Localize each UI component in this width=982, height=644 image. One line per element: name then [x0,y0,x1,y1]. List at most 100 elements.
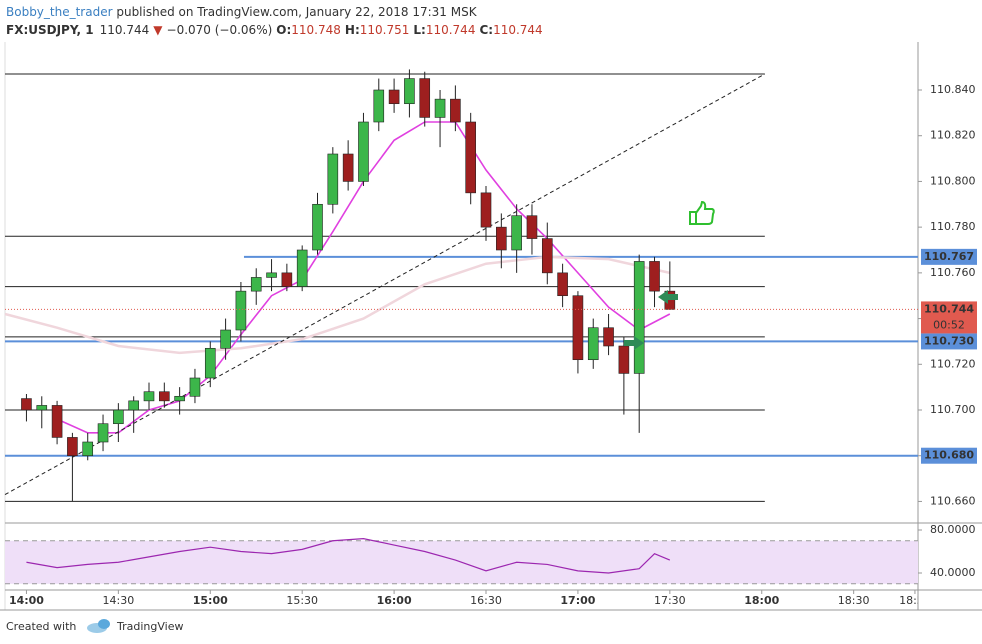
candle-body [36,405,48,411]
x-tick-label: 16:30 [470,594,502,607]
logo [87,619,110,633]
candle-body [159,391,170,402]
level-label: 110.730 [924,334,974,347]
candle-body [587,327,599,361]
candle-body [82,441,94,457]
x-tick-label: 14:00 [9,594,44,607]
rsi-line [26,537,671,574]
candle-body [327,153,339,205]
candle-body [235,290,247,331]
o-label: O: [276,23,291,37]
candle-body [603,327,614,347]
candle-body [618,345,630,374]
x-tick-label: 17:00 [560,594,595,607]
level-label-box [921,248,977,265]
candle-body [220,329,231,349]
candle-body [511,215,522,251]
countdown: 00:52 [933,318,965,331]
y-tick-label: 110.720 [930,357,976,370]
candle-body [633,261,645,374]
l: 110.744 [426,23,476,37]
x-tick-label: 16:00 [377,594,412,607]
header-line2: FX:USDJPY, 1 110.744 ▼ −0.070 (−0.06%) O:110… [6,23,543,37]
last: 110.744 [100,23,150,37]
l-label: L: [413,23,425,37]
candle-body [649,261,660,292]
x-tick-label: 14:30 [103,594,135,607]
candle-body [342,153,354,182]
candle-body [541,238,553,274]
y-tick-label: 110.700 [930,403,976,416]
current-price-label: 110.744 [924,302,974,315]
x-tick-label: 17:30 [654,594,686,607]
candle-body [312,203,323,251]
y-tick-label: 110.820 [930,129,976,142]
candle-body [250,277,262,292]
trendline [4,73,766,496]
rsi-tick-label: 80.0000 [930,523,976,536]
candle-body [480,192,492,228]
candle-body [404,78,415,105]
arrow-left [658,290,678,304]
arrow-right [624,336,644,350]
published: published on TradingView.com, January 22… [113,5,478,19]
x-tick-label: 15:30 [286,594,318,607]
level-label-box [921,447,977,464]
candle-body [266,272,277,278]
change: −0.070 (−0.06%) [167,23,273,37]
candle-body [97,423,109,443]
candle-body [281,272,293,287]
candle-body [465,121,476,194]
y-tick-label: 110.780 [930,220,976,233]
plot: 110.660110.680110.700110.720110.740110.7… [4,69,977,607]
candle-body [128,400,139,411]
current-price-box [921,301,977,334]
candle-body [174,395,185,402]
h-label: H: [345,23,360,37]
o: 110.748 [291,23,341,37]
candle-body [113,409,124,425]
candle-body [358,121,369,182]
thumbs-up [689,200,715,225]
y-tick-label: 110.840 [930,83,976,96]
x-tick-label: 18:50 [899,594,931,607]
x-tick-label: 18:30 [838,594,870,607]
candle-body [67,437,78,457]
candle-body [373,89,385,123]
candle-body [143,391,155,402]
footer-created: Created with [6,620,76,633]
author[interactable]: Bobby_the_trader [6,5,113,19]
candle-body [496,226,507,251]
symbol: FX:USDJPY, 1 [6,23,94,37]
candle-body [434,98,446,118]
candle-body [296,249,308,287]
x-tick-label: 15:00 [193,594,228,607]
candle-body [189,377,201,397]
h: 110.751 [360,23,410,37]
c: 110.744 [493,23,543,37]
rsi-tick-label: 40.0000 [930,566,976,579]
c-label: C: [479,23,493,37]
candle-body [51,405,63,438]
level-label: 110.767 [924,250,974,263]
candle-body [557,272,568,297]
candle-body [450,98,461,123]
candle-body [419,78,431,118]
y-tick-label: 110.660 [930,494,976,507]
candle-body [388,89,400,105]
level-label: 110.680 [924,449,974,462]
level-label-box [921,333,977,350]
header-line1: Bobby_the_trader published on TradingVie… [6,5,478,19]
candle-body [572,295,584,361]
x-tick-label: 18:00 [744,594,779,607]
arrow: ▼ [153,23,163,37]
y-tick-label: 110.760 [930,266,976,279]
candle-body [204,347,216,379]
footer-brand[interactable]: TradingView [116,620,183,633]
candle-body [526,215,538,239]
moving-average [4,255,671,355]
candle-body [21,398,32,411]
y-tick-label: 110.800 [930,174,976,187]
